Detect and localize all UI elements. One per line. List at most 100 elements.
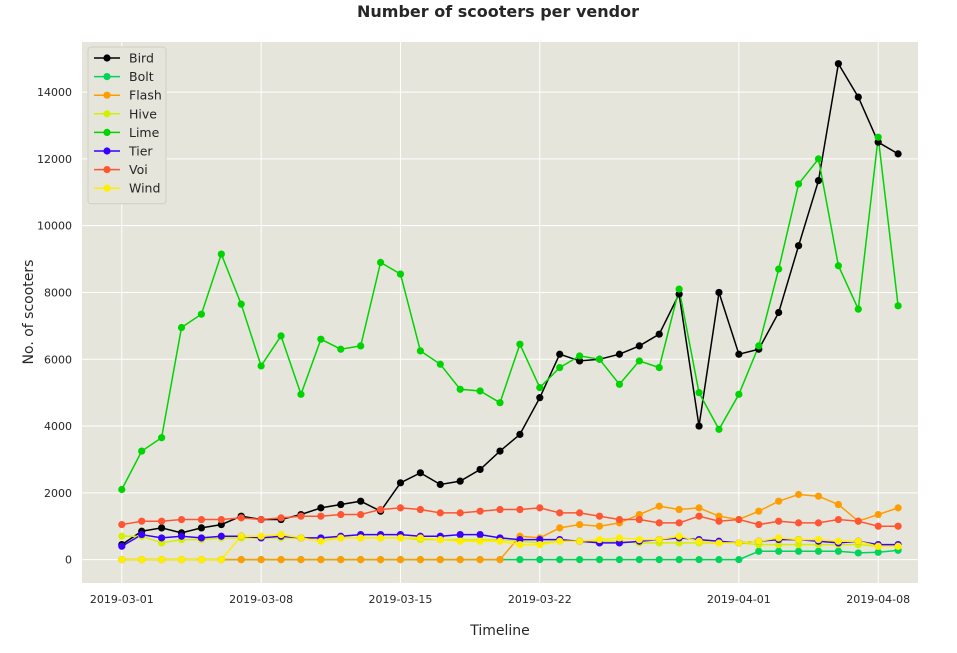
- data-point-bird: [794, 242, 803, 250]
- legend-item-bird: Bird: [94, 51, 154, 66]
- data-point-lime: [197, 310, 206, 318]
- data-point-wind: [536, 540, 544, 549]
- data-point-lime: [794, 180, 803, 188]
- data-point-tier: [516, 535, 524, 544]
- data-point-bird: [496, 447, 504, 455]
- data-point-wind: [735, 539, 743, 547]
- data-point-bird: [854, 93, 862, 101]
- data-point-bolt: [715, 556, 723, 564]
- legend-item-lime: Lime: [94, 125, 160, 140]
- data-point-voi: [317, 512, 325, 520]
- data-point-bird: [615, 350, 624, 358]
- data-point-wind: [496, 537, 504, 545]
- data-point-bird: [655, 330, 663, 338]
- data-point-wind: [396, 534, 405, 542]
- data-point-flash: [237, 556, 245, 564]
- data-point-bird: [476, 465, 484, 474]
- data-point-bolt: [775, 547, 783, 555]
- data-point-wind: [775, 534, 783, 542]
- data-point-bird: [814, 176, 823, 185]
- data-point-bird: [576, 357, 584, 365]
- data-point-voi: [138, 517, 146, 525]
- y-tick-label: 4000: [44, 420, 72, 433]
- data-point-wind: [675, 532, 683, 540]
- data-point-flash: [874, 510, 882, 519]
- data-point-bird: [436, 480, 444, 489]
- data-point-flash: [257, 556, 265, 564]
- data-point-voi: [177, 515, 186, 524]
- data-point-bird: [217, 520, 225, 529]
- legend-swatch-marker: [103, 91, 111, 99]
- legend-label: Bird: [129, 51, 154, 66]
- data-point-voi: [337, 510, 345, 519]
- legend-item-wind: Wind: [94, 181, 160, 196]
- data-point-tier: [177, 532, 186, 540]
- data-point-voi: [436, 509, 444, 517]
- data-point-bolt: [834, 547, 842, 555]
- series-line-wind: [121, 533, 899, 561]
- data-point-lime: [874, 133, 882, 141]
- data-point-lime: [556, 364, 564, 372]
- data-point-flash: [695, 504, 703, 512]
- data-point-lime: [755, 342, 763, 350]
- legend-swatch-marker: [103, 54, 111, 62]
- data-point-tier: [536, 535, 544, 544]
- data-point-lime: [177, 323, 186, 332]
- data-point-tier: [197, 534, 206, 542]
- data-point-flash: [337, 556, 345, 564]
- legend-item-voi: Voi: [94, 162, 148, 177]
- series-line-flash: [121, 493, 899, 561]
- y-tick-label: 10000: [37, 220, 72, 233]
- data-point-bird: [556, 350, 564, 358]
- data-point-bird: [317, 504, 325, 512]
- data-point-voi: [516, 505, 524, 514]
- data-point-flash: [496, 556, 504, 564]
- chart-title: Number of scooters per vendor: [357, 2, 639, 21]
- data-point-wind: [655, 535, 663, 544]
- legend-swatch-marker: [103, 110, 111, 118]
- data-point-voi: [755, 520, 763, 529]
- data-point-bolt: [635, 556, 643, 564]
- plot-area: [82, 42, 918, 583]
- data-point-flash: [297, 556, 305, 564]
- data-point-voi: [775, 517, 783, 525]
- data-point-wind: [177, 556, 186, 564]
- legend-label: Bolt: [129, 69, 154, 84]
- data-point-wind: [556, 537, 564, 545]
- data-point-voi: [297, 512, 305, 520]
- data-point-voi: [874, 522, 882, 530]
- data-point-lime: [635, 357, 643, 365]
- data-point-lime: [217, 250, 225, 258]
- data-point-flash: [396, 556, 405, 564]
- data-point-lime: [536, 384, 544, 392]
- data-point-tier: [118, 542, 126, 550]
- data-point-voi: [257, 515, 265, 524]
- y-tick-label: 2000: [44, 487, 72, 500]
- data-point-flash: [755, 507, 763, 515]
- data-point-flash: [436, 556, 444, 564]
- data-point-voi: [237, 514, 245, 522]
- data-point-wind: [257, 532, 265, 540]
- x-tick-label: 2019-03-08: [229, 593, 293, 606]
- data-point-lime: [436, 360, 444, 368]
- x-tick-label: 2019-03-01: [90, 593, 154, 606]
- data-point-bolt: [556, 556, 564, 564]
- data-point-voi: [715, 517, 723, 525]
- data-point-wind: [158, 556, 166, 564]
- x-tick-label: 2019-04-08: [846, 593, 910, 606]
- data-point-lime: [735, 390, 743, 398]
- data-point-bird: [874, 138, 882, 146]
- data-point-bird: [337, 500, 345, 509]
- data-point-voi: [476, 507, 484, 515]
- data-point-flash: [357, 556, 365, 564]
- data-point-wind: [456, 537, 464, 545]
- data-point-flash: [894, 504, 902, 512]
- legend-item-bolt: Bolt: [94, 69, 154, 84]
- data-point-bolt: [695, 556, 703, 564]
- data-point-lime: [277, 332, 285, 340]
- data-point-bolt: [516, 556, 524, 564]
- data-point-flash: [715, 512, 723, 520]
- series-markers: [118, 60, 902, 564]
- y-tick-label: 0: [65, 554, 72, 567]
- data-point-flash: [317, 556, 325, 564]
